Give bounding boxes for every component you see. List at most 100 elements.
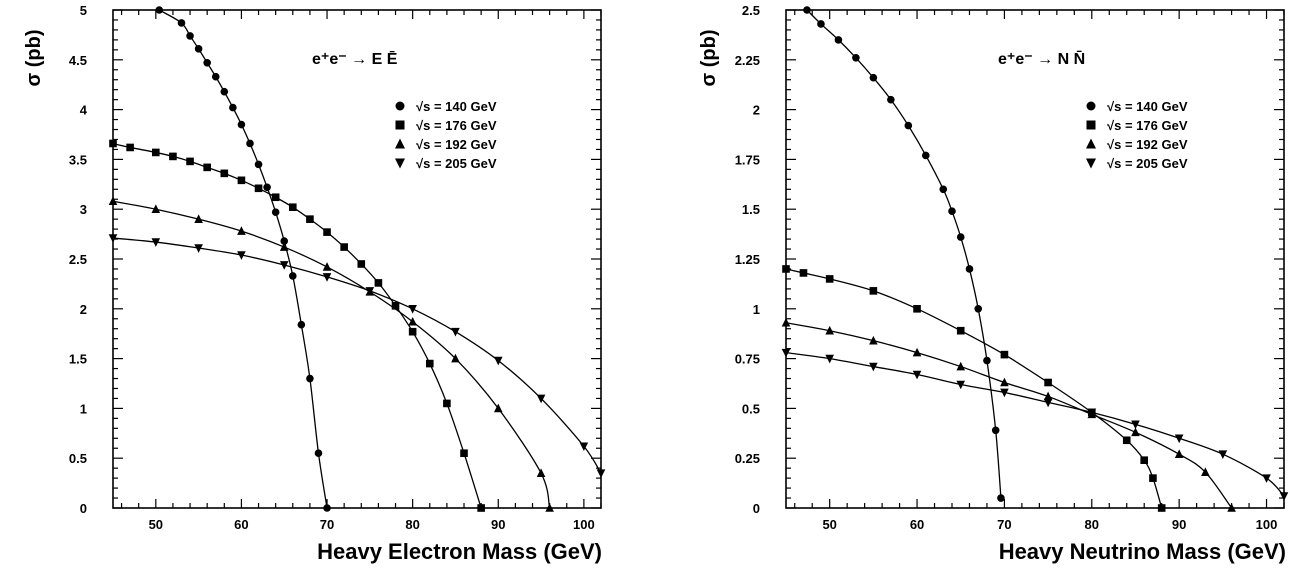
x-tick-label: 60 [910,517,924,532]
data-point [1174,449,1184,459]
data-point [237,251,246,260]
chart-title: e⁺e⁻ → E Ē [312,49,398,68]
data-point [956,380,966,390]
data-point [596,469,606,478]
data-point [1157,504,1166,512]
data-point [803,6,811,14]
data-point [1086,158,1096,169]
data-point [1149,474,1157,482]
data-point [991,426,1000,435]
legend: √s = 140 GeV √s = 176 GeV √s = 192 GeV √s =… [395,99,497,171]
data-point [443,399,451,408]
data-point [322,262,332,271]
data-point [263,183,271,192]
x-tick-label: 100 [1256,517,1278,532]
data-point [869,362,878,372]
data-point [493,403,503,413]
data-point [306,374,314,383]
data-point [1086,101,1096,111]
y-tick-label: 1 [753,302,760,317]
x-tick-label: 100 [573,517,595,532]
data-point [869,335,878,345]
data-point [825,354,834,364]
legend-label: √s = 176 GeV [1107,118,1188,133]
data-point [194,214,203,223]
data-point [237,120,246,129]
data-point [545,503,554,512]
data-point [408,316,417,326]
y-axis-label: σ (pb) [23,30,45,87]
data-point [323,504,331,512]
series-line [786,268,1163,508]
data-point [1043,391,1053,401]
x-tick-label: 50 [149,517,163,532]
y-axis-label: σ (pb) [698,30,720,87]
data-point [177,19,186,27]
data-point [1262,474,1271,483]
y-tick-label: 2 [753,103,760,118]
x-tick-label: 80 [405,517,419,532]
y-tick-label: 3 [80,202,87,217]
y-tick-label: 4.5 [69,53,87,68]
data-point [1227,503,1236,512]
data-point [271,208,280,216]
data-point [271,193,280,202]
x-tick-label: 60 [234,517,248,532]
data-point [1086,120,1096,130]
series-line [158,10,328,508]
data-point [395,138,405,149]
x-tick-label: 70 [997,517,1011,532]
data-point [869,73,878,82]
data-point [322,273,332,282]
data-point [323,228,331,236]
chart-title: e⁺e⁻ → N N̄ [998,49,1085,68]
data-point [314,449,323,458]
data-point [186,32,194,40]
series-markers [781,6,1289,512]
data-point [997,494,1005,502]
data-point [408,305,417,314]
data-point [825,325,834,335]
data-point [126,143,134,152]
x-tick-label: 50 [822,517,836,532]
data-point [365,287,375,296]
data-point [288,272,297,280]
data-point [799,269,808,277]
legend-label: √s = 140 GeV [1107,99,1188,114]
data-point [151,238,161,247]
data-point [912,370,922,380]
legend: √s = 140 GeV √s = 176 GeV √s = 192 GeV √s =… [1086,99,1188,171]
y-tick-label: 1.25 [735,252,760,267]
data-point [852,54,860,62]
data-point [1201,467,1210,476]
data-point [956,233,965,241]
plot-frame [785,9,1285,509]
y-tick-label: 3.5 [69,152,87,167]
legend-label: √s = 140 GeV [416,99,497,114]
axis-ticks: 50 60 70 80 90 100 0 0.5 1 1.5 2 2.5 3 3.5 4 4.5 5 [69,3,602,532]
data-point [1086,138,1096,149]
legend-label: √s = 205 GeV [416,156,497,171]
series-line [806,10,1002,499]
legend-label: √s = 205 GeV [1107,156,1188,171]
data-point [1279,492,1289,501]
data-point [108,196,118,206]
data-point [279,261,289,270]
data-point [374,279,383,287]
x-axis-label: Heavy Neutrino Mass (GeV) [999,539,1286,564]
data-point [869,287,878,295]
data-point [203,163,211,172]
data-point [921,151,930,160]
data-point [1044,378,1052,387]
data-point [395,120,405,130]
data-point [460,449,468,458]
y-tick-label: 0.75 [735,352,760,367]
data-point [1174,434,1184,444]
data-point [152,148,160,157]
y-tick-label: 1.5 [742,202,760,217]
data-point [1000,350,1009,359]
data-point [229,103,237,112]
data-point [1140,456,1149,464]
y-tick-label: 0.5 [69,451,87,466]
data-point [169,152,177,161]
